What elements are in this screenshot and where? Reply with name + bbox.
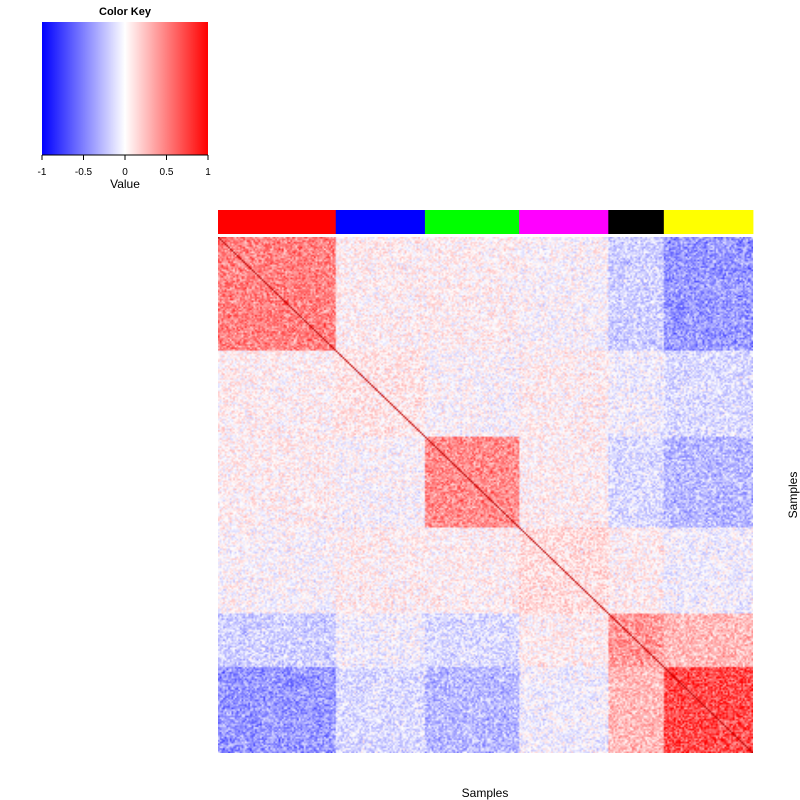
color-key-tick-label: -1	[38, 167, 47, 178]
color-key-tick-label: -0.5	[75, 167, 93, 178]
x-axis-label: Samples	[462, 786, 509, 800]
color-key-tick-label: 0.5	[160, 167, 174, 178]
color-key-tick-label: 0	[122, 167, 128, 178]
color-key-gradient	[42, 22, 208, 155]
y-axis-label: Samples	[786, 472, 800, 519]
color-key-tick-label: 1	[205, 167, 211, 178]
group-bar-segment-3	[519, 210, 609, 234]
group-bar-segment-2	[424, 210, 520, 234]
heatmap-matrix	[218, 237, 753, 753]
group-bar-segment-0	[218, 210, 337, 234]
color-key: Color Key -1 -0.5 0 0.5 1 Value	[38, 6, 212, 191]
group-bar-segment-5	[663, 210, 754, 234]
group-color-bar	[218, 210, 754, 234]
color-key-ticks: -1 -0.5 0 0.5 1	[38, 155, 211, 178]
color-key-title: Color Key	[99, 6, 152, 18]
color-key-xlabel: Value	[110, 177, 140, 191]
group-bar-segment-4	[608, 210, 665, 234]
group-bar-segment-1	[335, 210, 426, 234]
